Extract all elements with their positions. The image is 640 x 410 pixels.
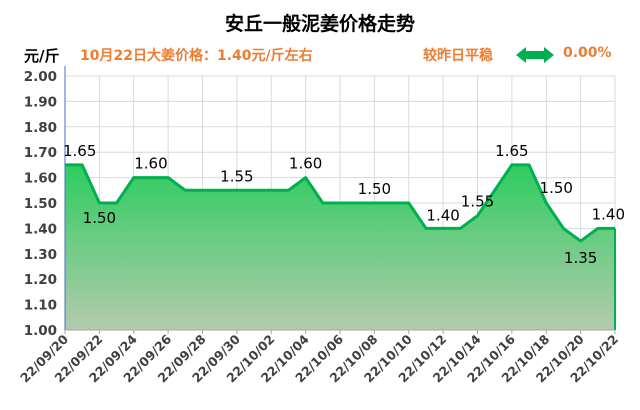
y-tick-label: 1.40 (24, 221, 57, 237)
y-tick-label: 1.00 (24, 323, 57, 339)
price-note: 10月22日大姜价格：1.40元/斤左右 (80, 48, 313, 64)
y-tick-label: 1.90 (24, 94, 57, 110)
data-label: 1.55 (220, 167, 253, 185)
area-fill (65, 164, 615, 330)
unit-label: 元/斤 (24, 47, 60, 65)
data-label: 1.65 (495, 142, 528, 160)
chart-title: 安丘一般泥姜价格走势 (224, 13, 415, 35)
data-label: 1.65 (63, 142, 96, 160)
data-label: 1.50 (358, 180, 391, 198)
data-label: 1.50 (83, 209, 116, 227)
data-label: 1.50 (540, 179, 573, 197)
series-line (65, 163, 615, 243)
data-label: 1.40 (592, 205, 625, 223)
y-tick-label: 1.60 (24, 171, 57, 187)
double-arrow-icon (516, 47, 554, 63)
data-label: 1.35 (564, 249, 597, 267)
y-tick-label: 1.50 (24, 196, 57, 212)
y-tick-label: 2.00 (24, 69, 57, 85)
y-tick-label: 1.30 (24, 247, 57, 263)
data-label: 1.60 (134, 155, 167, 173)
data-label: 1.40 (426, 206, 459, 224)
y-tick-label: 1.70 (24, 145, 57, 161)
y-tick-label: 1.20 (24, 272, 57, 288)
y-tick-label: 1.80 (24, 120, 57, 136)
data-label: 1.60 (289, 155, 322, 173)
data-label: 1.55 (461, 193, 494, 211)
y-tick-label: 1.10 (24, 298, 57, 314)
compare-label: 较昨日平稳 (423, 48, 493, 64)
compare-value: 0.00% (563, 45, 612, 61)
